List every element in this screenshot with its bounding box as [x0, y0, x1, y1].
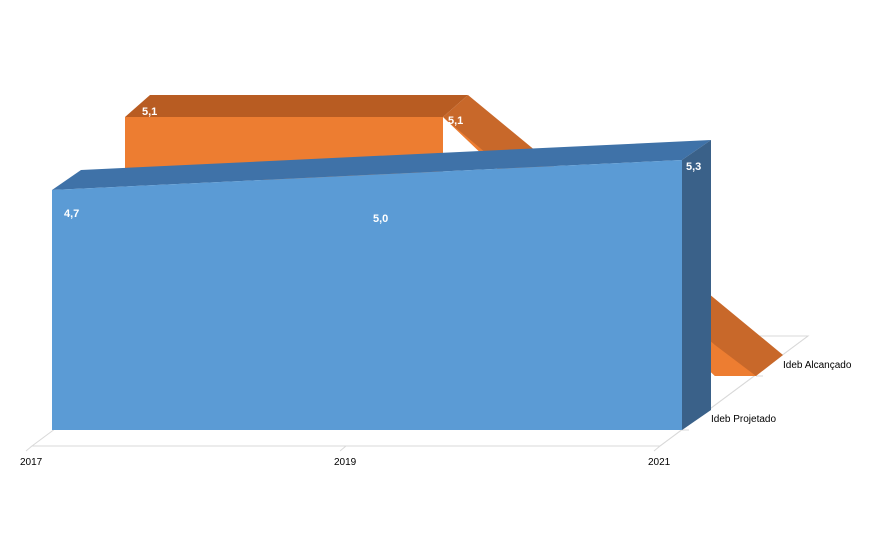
depth-label-0: Ideb Projetado — [711, 414, 776, 425]
x-tick-label-2017: 2017 — [20, 457, 43, 468]
depth-label-1: Ideb Alcançado — [783, 360, 852, 371]
x-tick-2 — [653, 445, 661, 452]
series-projetado-side — [682, 140, 711, 430]
x-tick-label-2019: 2019 — [334, 457, 357, 468]
data-label-projetado-2017: 4,7 — [64, 208, 79, 220]
x-tick-0 — [25, 445, 33, 452]
series-alcancado-top — [125, 95, 468, 117]
x-tick-label-2021: 2021 — [648, 457, 671, 468]
x-tick-1 — [339, 445, 347, 452]
data-label-projetado-2021: 5,3 — [686, 161, 701, 173]
data-label-alcancado-2019: 5,1 — [448, 115, 463, 127]
series-projetado-top — [52, 140, 711, 190]
data-label-alcancado-2017: 5,1 — [142, 106, 157, 118]
series-projetado-front — [52, 160, 682, 430]
data-label-projetado-2019: 5,0 — [373, 213, 388, 225]
